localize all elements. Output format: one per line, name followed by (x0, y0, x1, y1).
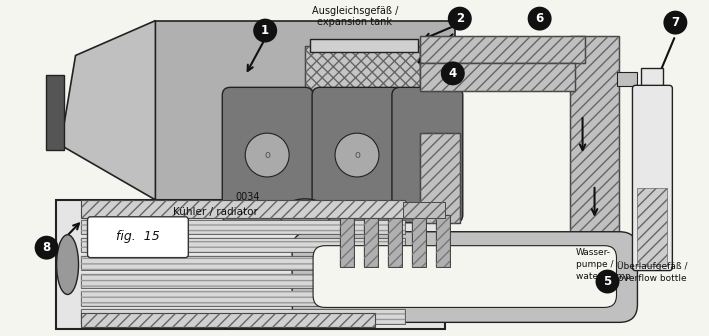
Polygon shape (60, 20, 155, 200)
Ellipse shape (57, 235, 79, 294)
Bar (637, 188, 667, 265)
FancyBboxPatch shape (313, 246, 617, 307)
Text: o: o (264, 150, 270, 160)
Text: fig.  15: fig. 15 (116, 230, 160, 243)
Text: water pump: water pump (576, 271, 630, 281)
Circle shape (448, 7, 471, 31)
Bar (420, 64, 574, 91)
Circle shape (245, 133, 289, 177)
Bar (412, 215, 426, 266)
Bar (81, 292, 405, 306)
Bar (388, 215, 402, 266)
Bar (81, 313, 375, 327)
Text: pumpe /: pumpe / (576, 260, 613, 268)
FancyBboxPatch shape (87, 217, 189, 258)
Bar (420, 36, 584, 64)
FancyBboxPatch shape (392, 87, 463, 223)
Bar (81, 220, 405, 234)
FancyBboxPatch shape (292, 232, 637, 322)
Text: Überlaufgefäß /: Überlaufgefäß / (617, 262, 688, 271)
Bar (642, 69, 664, 88)
Bar (81, 238, 405, 252)
Text: 4: 4 (449, 67, 457, 80)
Bar (81, 274, 405, 288)
Text: overflow bottle: overflow bottle (618, 274, 687, 283)
Bar (403, 202, 445, 218)
Bar (81, 309, 405, 324)
Circle shape (527, 7, 552, 31)
Bar (81, 220, 405, 234)
Bar (420, 64, 574, 91)
Bar (81, 256, 405, 270)
Text: 7: 7 (671, 16, 679, 29)
Text: o: o (354, 150, 360, 160)
Bar (310, 39, 418, 52)
FancyBboxPatch shape (632, 85, 672, 270)
FancyBboxPatch shape (222, 87, 313, 223)
Bar (364, 215, 378, 266)
Bar (637, 188, 667, 265)
Text: expansion tank: expansion tank (318, 16, 393, 27)
Circle shape (35, 236, 59, 260)
Bar (81, 292, 405, 306)
Bar (305, 45, 420, 135)
Text: Wasser-: Wasser- (576, 248, 610, 257)
Bar (569, 36, 620, 290)
Circle shape (253, 18, 277, 43)
Text: 5: 5 (603, 275, 612, 288)
Bar (81, 313, 375, 327)
Bar (81, 238, 405, 252)
Bar (305, 45, 420, 135)
Bar (81, 256, 405, 270)
Bar (420, 133, 460, 223)
Text: 0034: 0034 (235, 192, 259, 202)
Bar (420, 36, 584, 64)
Bar (55, 200, 445, 329)
Circle shape (335, 133, 379, 177)
Bar (412, 215, 426, 266)
Text: 6: 6 (535, 12, 544, 25)
Circle shape (596, 269, 620, 293)
Bar (81, 309, 405, 324)
Bar (618, 72, 637, 86)
Bar (403, 202, 445, 218)
Bar (81, 200, 405, 218)
Bar (45, 75, 64, 150)
FancyBboxPatch shape (312, 87, 403, 223)
Bar (364, 215, 378, 266)
Bar (569, 36, 620, 290)
Text: Kühler / radiator: Kühler / radiator (173, 207, 257, 217)
Text: Ausgleichsgefäß /: Ausgleichsgefäß / (312, 6, 398, 16)
Circle shape (664, 11, 687, 35)
Bar (81, 200, 405, 218)
Text: 2: 2 (456, 12, 464, 25)
Bar (81, 274, 405, 288)
Bar (436, 215, 450, 266)
Bar (420, 133, 460, 223)
Bar (340, 215, 354, 266)
Bar (388, 215, 402, 266)
Bar (436, 215, 450, 266)
Text: 8: 8 (43, 241, 51, 254)
Ellipse shape (280, 199, 330, 231)
Circle shape (441, 61, 465, 85)
Bar (155, 20, 454, 220)
Text: 1: 1 (261, 24, 269, 37)
Bar (340, 215, 354, 266)
